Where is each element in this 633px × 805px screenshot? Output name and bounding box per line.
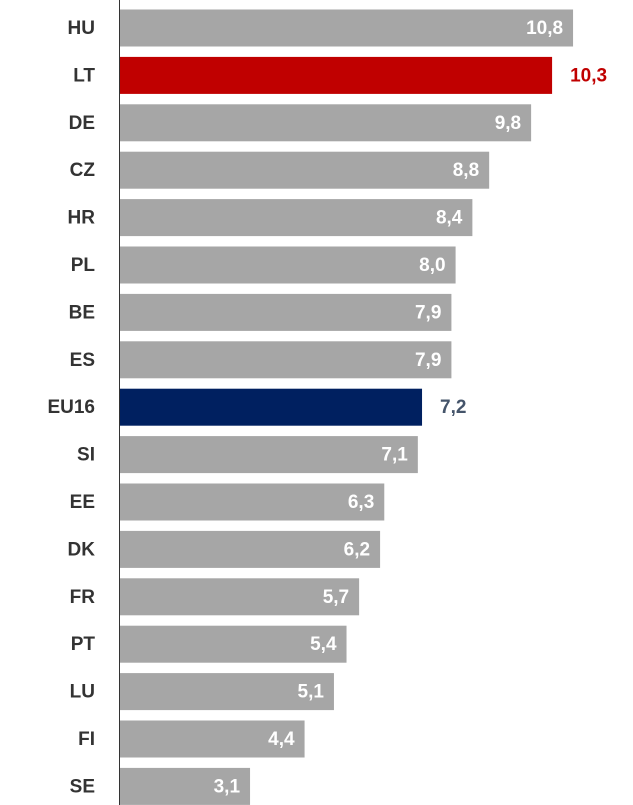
value-label: 5,7 xyxy=(323,587,349,608)
bar xyxy=(120,625,347,663)
category-label: SE xyxy=(70,776,95,797)
category-label: LT xyxy=(73,65,95,86)
bar xyxy=(120,56,553,94)
value-label: 10,8 xyxy=(526,18,563,39)
category-label: CZ xyxy=(70,160,96,181)
category-label: HU xyxy=(68,18,95,39)
bar xyxy=(120,436,418,474)
bar xyxy=(120,293,452,331)
category-label: EU16 xyxy=(47,397,95,418)
category-label: EE xyxy=(70,492,95,513)
bar xyxy=(120,530,381,568)
value-label: 7,9 xyxy=(415,350,441,371)
value-label: 8,8 xyxy=(453,160,479,181)
value-label: 8,4 xyxy=(436,208,463,229)
bar xyxy=(120,341,452,379)
bar xyxy=(120,104,532,142)
value-label: 5,4 xyxy=(310,634,337,655)
value-label: 4,4 xyxy=(268,729,295,750)
bar xyxy=(120,720,305,758)
category-label: BE xyxy=(69,302,95,323)
value-label: 9,8 xyxy=(495,113,521,134)
category-label: FI xyxy=(78,729,95,750)
value-label: 7,9 xyxy=(415,302,441,323)
category-label: DE xyxy=(69,113,95,134)
value-label: 7,1 xyxy=(381,445,408,466)
value-label: 6,2 xyxy=(344,539,370,560)
bar xyxy=(120,9,574,47)
bar xyxy=(120,673,334,711)
value-label: 7,2 xyxy=(440,397,466,418)
category-label: SI xyxy=(77,445,95,466)
category-label: HR xyxy=(68,208,96,229)
bar xyxy=(120,767,251,805)
bar xyxy=(120,483,385,521)
category-label: FR xyxy=(70,587,96,608)
value-label: 6,3 xyxy=(348,492,374,513)
value-label: 5,1 xyxy=(298,682,325,703)
bar xyxy=(120,199,473,237)
category-label: ES xyxy=(70,350,95,371)
value-label: 10,3 xyxy=(570,65,607,86)
bar xyxy=(120,578,360,616)
bar xyxy=(120,388,423,426)
value-label: 8,0 xyxy=(419,255,445,276)
bar xyxy=(120,246,456,284)
category-label: LU xyxy=(70,682,95,703)
value-label: 3,1 xyxy=(214,776,241,797)
category-label: PT xyxy=(71,634,96,655)
category-label: PL xyxy=(71,255,96,276)
category-label: DK xyxy=(68,539,96,560)
bar xyxy=(120,151,490,189)
